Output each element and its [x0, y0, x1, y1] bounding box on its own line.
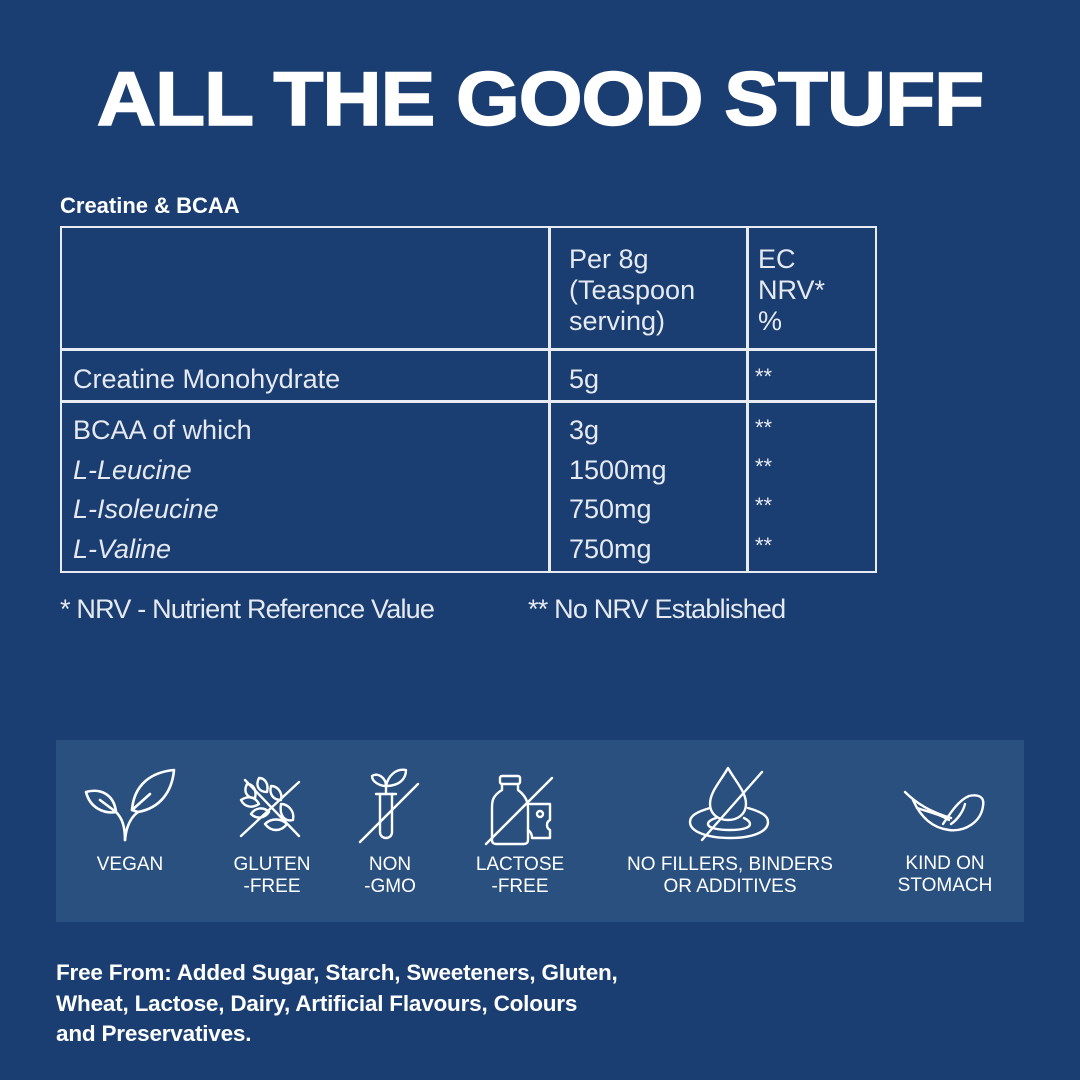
feather-icon [903, 790, 985, 832]
row-name: Creatine Monohydrate [73, 364, 341, 394]
header-per-serving-line: serving) [569, 306, 666, 336]
row-divider [62, 348, 875, 351]
column-divider [746, 228, 749, 571]
feature-label: VEGAN [80, 854, 180, 876]
feature-label: LACTOSE -FREE [470, 854, 570, 898]
row-name: L-Leucine [73, 455, 192, 485]
free-from-text: Free From: Added Sugar, Starch, Sweetene… [56, 958, 756, 1050]
row-nrv: ** [755, 454, 773, 479]
feature-label: NO FILLERS, BINDERS OR ADDITIVES [620, 854, 840, 898]
feature-label-line: -FREE [243, 876, 301, 897]
feature-label-line: -GMO [364, 876, 416, 897]
header-per-serving-line: Per 8g [569, 244, 649, 274]
footnote-nrv: * NRV - Nutrient Reference Value [60, 594, 435, 624]
free-from-line: Wheat, Lactose, Dairy, Artificial Flavou… [56, 990, 578, 1016]
free-from-line: and Preservatives. [56, 1021, 252, 1046]
feature-label-line: GLUTEN [233, 854, 311, 875]
feature-label-line: OR ADDITIVES [663, 876, 797, 897]
row-amount: 5g [569, 364, 600, 394]
feature-label-line: NON [368, 854, 412, 875]
feature-label: GLUTEN -FREE [222, 854, 322, 898]
header-nrv: EC NRV* % [758, 244, 825, 337]
nutrition-table: Per 8g (Teaspoon serving) EC NRV* % Crea… [60, 226, 877, 573]
footnote-no-nrv: ** No NRV Established [528, 594, 786, 624]
gluten-free-wheat-icon [239, 776, 301, 838]
feature-label: NON -GMO [340, 854, 440, 898]
column-divider [548, 228, 551, 571]
row-nrv: ** [755, 493, 773, 518]
row-amount: 750mg [569, 534, 652, 564]
no-fillers-drop-icon [688, 766, 770, 842]
feature-label: KIND ON STOMACH [885, 853, 1005, 897]
header-nrv-line: EC [758, 244, 796, 274]
row-amount: 750mg [569, 494, 652, 524]
feature-label-line: VEGAN [96, 854, 164, 875]
header-nrv-line: % [758, 306, 783, 336]
row-nrv: ** [755, 533, 773, 558]
feature-label-line: -FREE [491, 876, 549, 897]
lactose-free-milk-icon [484, 774, 554, 846]
feature-label-line: STOMACH [897, 875, 993, 896]
free-from-line: Free From: Added Sugar, Starch, Sweetene… [56, 960, 618, 985]
row-nrv: ** [755, 364, 773, 389]
header-per-serving-line: (Teaspoon [569, 275, 696, 305]
features-panel: VEGAN GLUTEN -FREE [56, 740, 1024, 922]
headline: ALL THE GOOD STUFF [96, 57, 985, 143]
feature-lactose-free: LACTOSE -FREE [470, 740, 570, 922]
feature-label-line: NO FILLERS, BINDERS [627, 854, 833, 875]
row-amount: 1500mg [569, 455, 667, 485]
feature-vegan: VEGAN [80, 740, 180, 922]
row-name: L-Isoleucine [73, 494, 219, 524]
header-nrv-line: NRV* [758, 275, 826, 305]
row-divider [62, 400, 875, 403]
table-title: Creatine & BCAA [60, 193, 240, 218]
row-name: BCAA of which [73, 415, 252, 445]
feature-kind-on-stomach: KIND ON STOMACH [885, 740, 1005, 922]
header-per-serving: Per 8g (Teaspoon serving) [569, 244, 695, 337]
feature-non-gmo: NON -GMO [340, 740, 440, 922]
feature-gluten-free: GLUTEN -FREE [222, 740, 322, 922]
feature-label-line: LACTOSE [475, 854, 565, 875]
non-gmo-test-tube-icon [358, 768, 420, 844]
feature-no-fillers: NO FILLERS, BINDERS OR ADDITIVES [620, 740, 840, 922]
row-nrv: ** [755, 415, 773, 440]
row-amount: 3g [569, 415, 600, 445]
feature-label-line: KIND ON [905, 853, 985, 874]
vegan-leaf-icon [84, 768, 176, 842]
row-name: L-Valine [73, 534, 172, 564]
